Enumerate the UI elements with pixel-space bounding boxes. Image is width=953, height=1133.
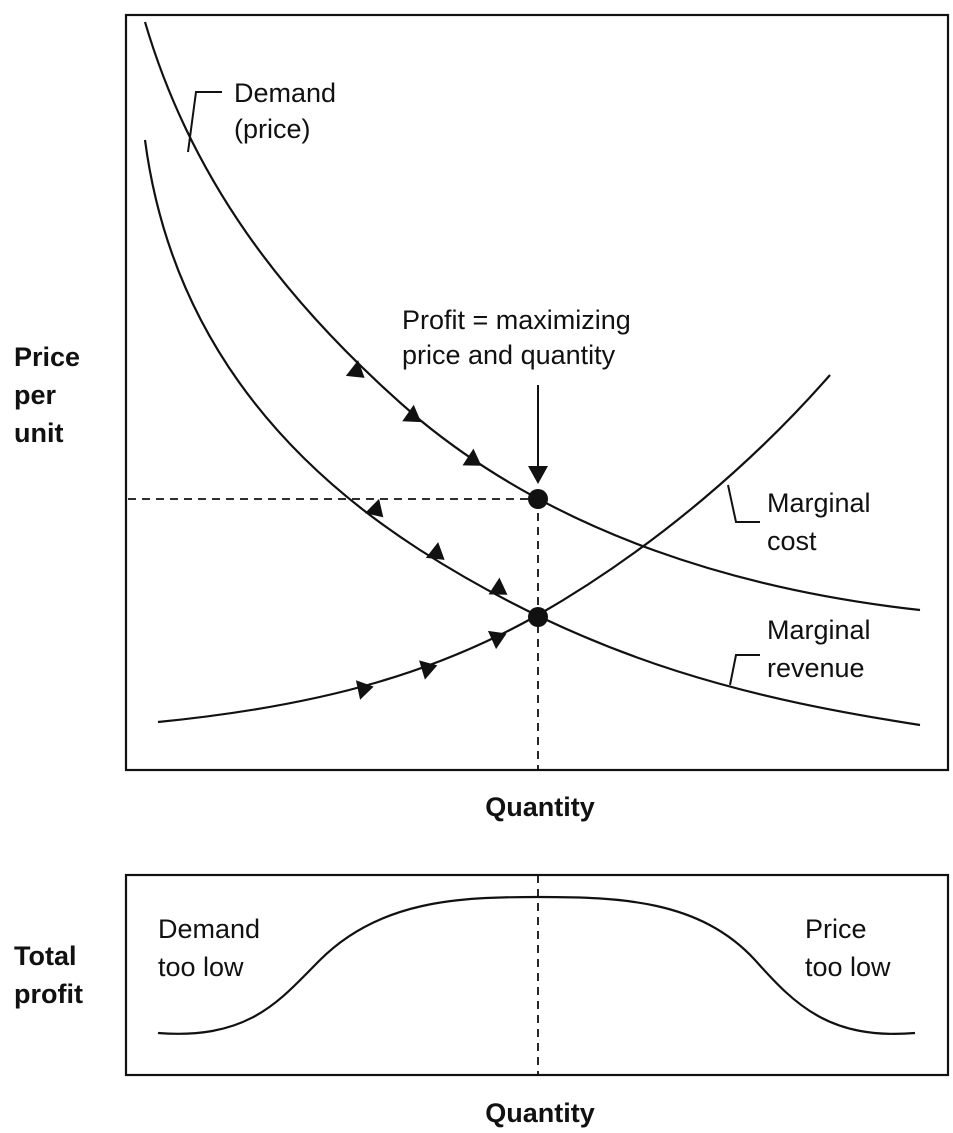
- demand-label-bracket: [187, 91, 222, 153]
- total-profit-curve: [157, 895, 916, 1035]
- price-too-low-line2: too low: [805, 952, 891, 982]
- profit-max-point-mc-mr: [528, 607, 548, 627]
- top-x-label: Quantity: [485, 792, 595, 822]
- marginal-revenue-label-line1: Marginal: [767, 615, 871, 645]
- mr-arrow-1: [364, 498, 384, 518]
- mr-arrow-3: [488, 577, 508, 595]
- bottom-y-label-line1: Total: [14, 941, 77, 971]
- marginal-revenue-label-bracket: [729, 654, 760, 686]
- demand-too-low-line1: Demand: [158, 914, 260, 944]
- bottom-y-label-line2: profit: [14, 979, 83, 1009]
- annotation-arrow-head: [528, 466, 548, 484]
- demand-label-line2: (price): [234, 114, 311, 144]
- marginal-cost-label-line1: Marginal: [767, 488, 871, 518]
- top-panel-frame: [124, 13, 950, 772]
- demand-label-line1: Demand: [234, 78, 336, 108]
- marginal-cost-curve: [157, 374, 831, 724]
- mc-arrow-2: [419, 660, 438, 680]
- marginal-cost-label-line2: cost: [767, 526, 817, 556]
- top-y-label-line1: Price: [14, 342, 80, 372]
- marginal-revenue-curve: [143, 139, 921, 727]
- marginal-cost-label-bracket: [727, 484, 760, 523]
- annotation-line2: price and quantity: [402, 340, 616, 370]
- annotation-line1: Profit = maximizing: [402, 305, 631, 335]
- mc-arrow-3: [487, 630, 507, 650]
- top-y-label-line2: per: [14, 380, 57, 410]
- price-too-low-line1: Price: [805, 914, 867, 944]
- marginal-revenue-label-line2: revenue: [767, 653, 865, 683]
- mc-arrow-1: [355, 680, 374, 700]
- top-y-label-line3: unit: [14, 418, 63, 448]
- demand-arrow-1: [345, 360, 365, 378]
- mr-arrow-2: [425, 542, 445, 560]
- demand-arrow-3: [462, 448, 482, 466]
- demand-too-low-line2: too low: [158, 952, 244, 982]
- demand-arrow-2: [402, 404, 422, 423]
- profit-max-point-demand: [528, 489, 548, 509]
- bottom-x-label: Quantity: [485, 1098, 595, 1128]
- bottom-panel-frame: [124, 873, 950, 1077]
